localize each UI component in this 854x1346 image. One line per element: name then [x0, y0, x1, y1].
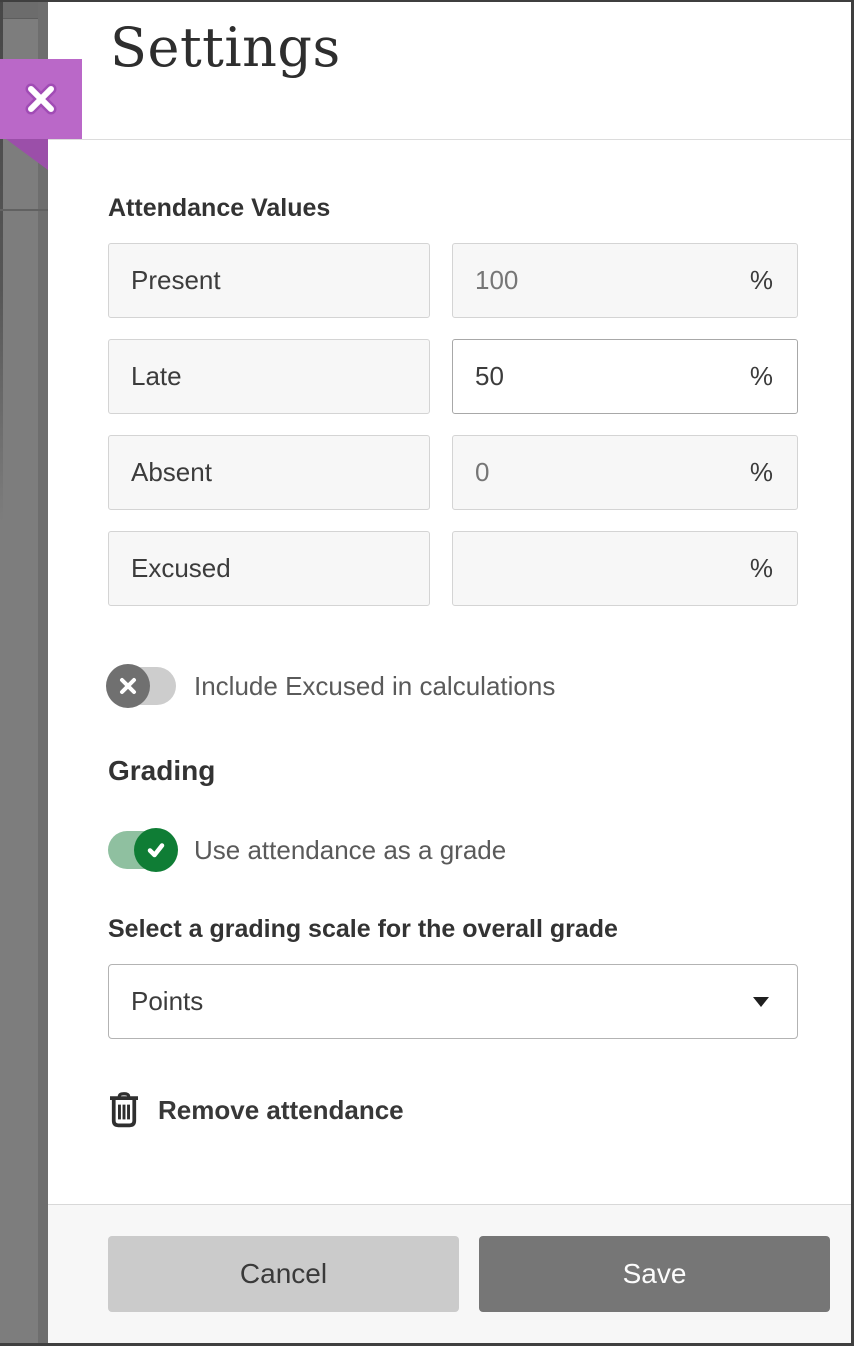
sidebar-left-border — [0, 2, 3, 522]
use-attendance-toggle[interactable] — [108, 828, 178, 872]
grading-heading: Grading — [108, 755, 216, 786]
percent-sign: % — [749, 553, 773, 583]
present-percent-field[interactable]: % — [452, 243, 798, 318]
grading-scale-select[interactable]: Points — [108, 964, 798, 1039]
close-icon — [21, 79, 61, 119]
grading-scale-selected-value: Points — [131, 986, 204, 1016]
attendance-row-excused: % — [108, 531, 798, 606]
attendance-row-present: % — [108, 243, 798, 318]
toggle-off-x-icon — [106, 664, 150, 708]
absent-label-input[interactable] — [109, 436, 429, 509]
grading-scale-label: Select a grading scale for the overall g… — [108, 915, 618, 943]
include-excused-row: Include Excused in calculations — [106, 664, 556, 708]
absent-label-field[interactable] — [108, 435, 430, 510]
toggle-on-check-icon — [134, 828, 178, 872]
remove-attendance-label: Remove attendance — [158, 1094, 404, 1125]
present-label-input[interactable] — [109, 244, 429, 317]
attendance-values-heading: Attendance Values — [108, 194, 331, 222]
excused-label-input[interactable] — [109, 532, 429, 605]
close-button[interactable] — [0, 59, 82, 139]
page-title: Settings — [110, 16, 341, 79]
include-excused-toggle[interactable] — [106, 664, 176, 708]
panel-footer: Cancel Save — [48, 1204, 851, 1343]
attendance-row-late: % — [108, 339, 798, 414]
include-excused-label: Include Excused in calculations — [194, 670, 556, 701]
panel-edge-shadow — [38, 2, 48, 1343]
settings-panel: Settings Attendance Values % % — [48, 2, 851, 1343]
use-attendance-label: Use attendance as a grade — [194, 834, 507, 865]
excused-percent-input[interactable] — [453, 532, 750, 605]
late-label-input[interactable] — [109, 340, 429, 413]
chevron-down-icon — [753, 996, 769, 1007]
late-percent-input[interactable] — [453, 340, 750, 413]
trash-icon — [108, 1092, 140, 1128]
excused-percent-field[interactable]: % — [452, 531, 798, 606]
present-percent-input[interactable] — [453, 244, 750, 317]
background-sidebar — [0, 2, 48, 1343]
remove-attendance-button[interactable]: Remove attendance — [108, 1088, 404, 1132]
absent-percent-input[interactable] — [453, 436, 750, 509]
excused-label-field[interactable] — [108, 531, 430, 606]
percent-sign: % — [749, 361, 773, 391]
attendance-row-absent: % — [108, 435, 798, 510]
save-button[interactable]: Save — [479, 1236, 830, 1312]
use-attendance-row: Use attendance as a grade — [108, 828, 506, 872]
sidebar-divider-line — [0, 209, 48, 211]
cancel-button[interactable]: Cancel — [108, 1236, 459, 1312]
late-percent-field[interactable]: % — [452, 339, 798, 414]
percent-sign: % — [749, 265, 773, 295]
late-label-field[interactable] — [108, 339, 430, 414]
present-label-field[interactable] — [108, 243, 430, 318]
panel-header: Settings — [48, 2, 851, 140]
absent-percent-field[interactable]: % — [452, 435, 798, 510]
sidebar-top-strip — [0, 2, 48, 19]
percent-sign: % — [749, 457, 773, 487]
